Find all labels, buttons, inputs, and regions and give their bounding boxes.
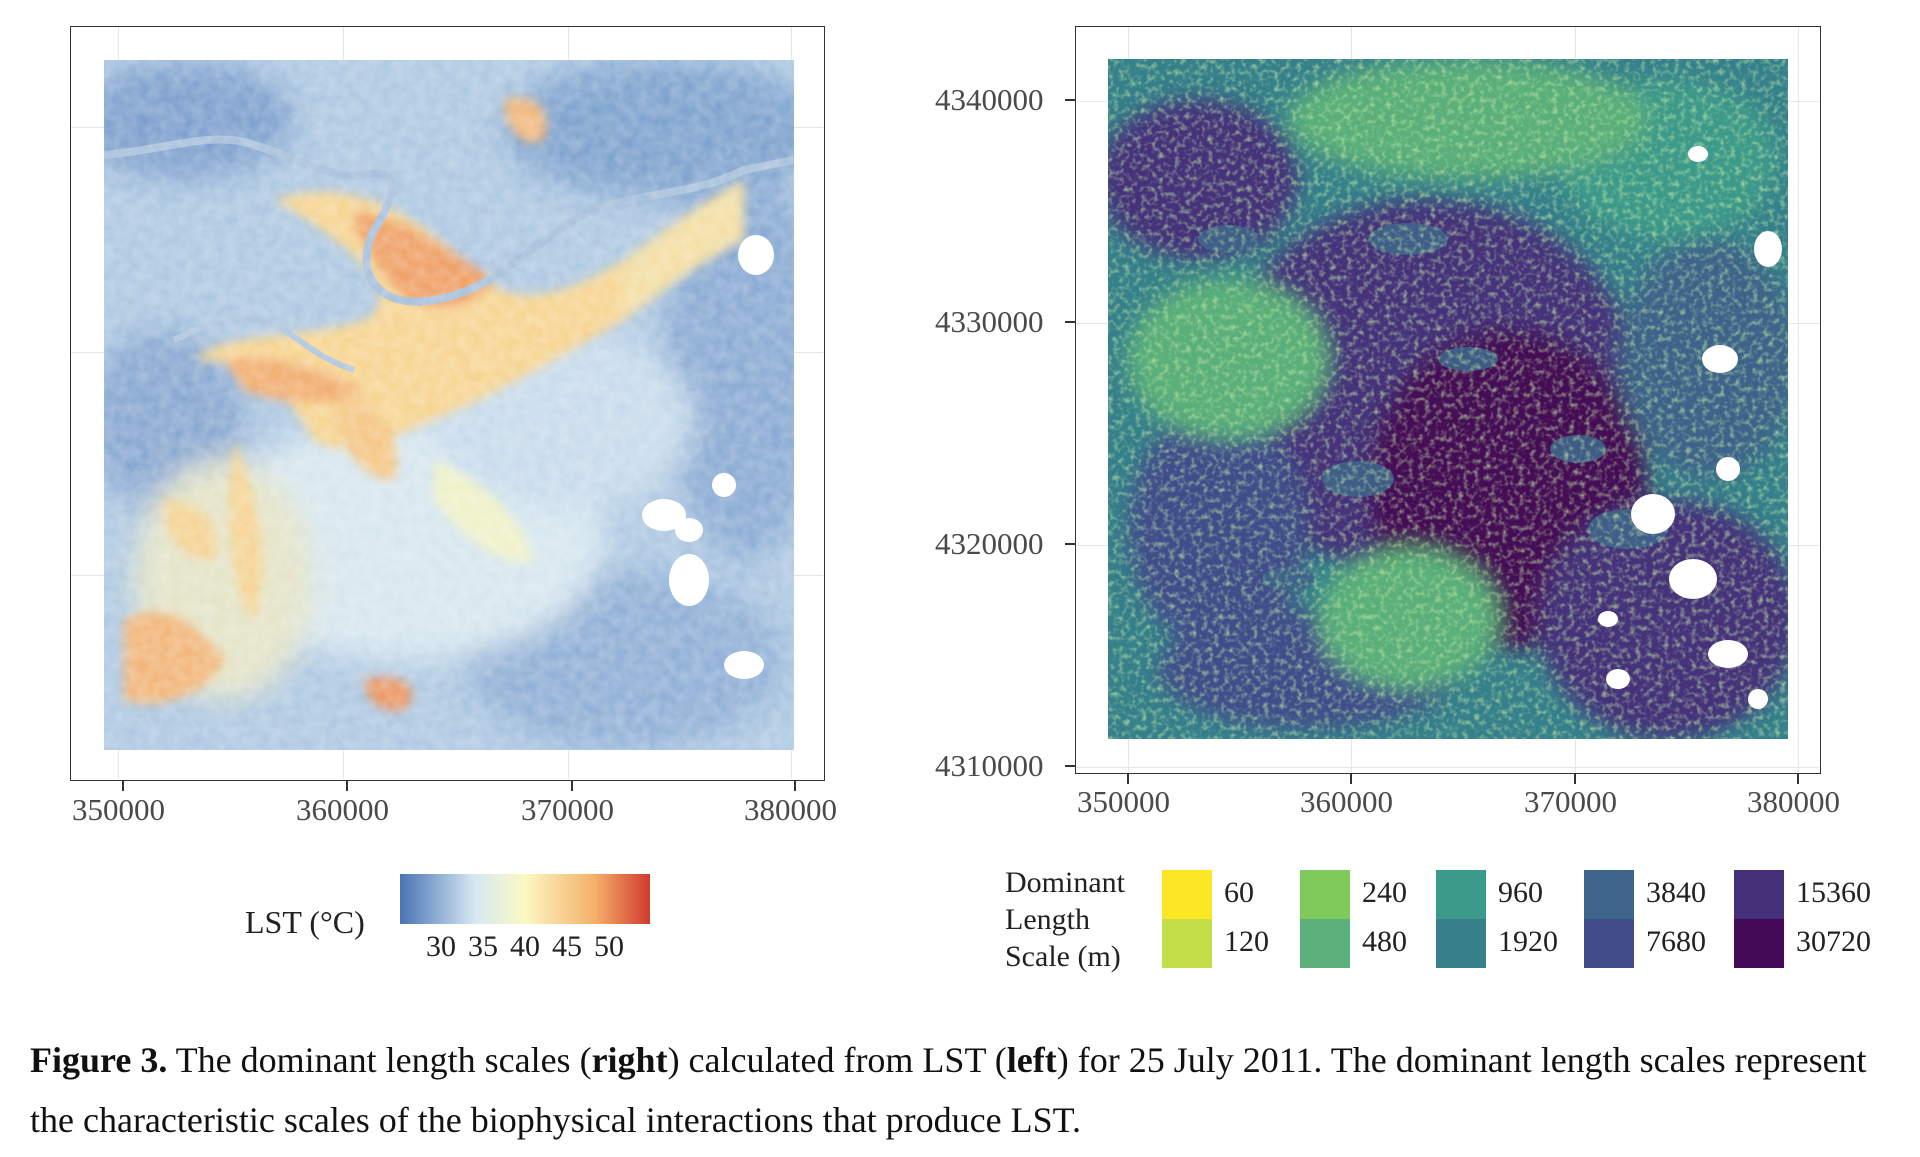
legend-swatch-15360 xyxy=(1734,870,1784,919)
legend-label-15360: 15360 xyxy=(1796,876,1871,909)
x-tick-label: 360000 xyxy=(296,792,389,827)
length-scale-legend-title: Dominant Length Scale (m) xyxy=(1005,866,1125,973)
x-tick-label: 370000 xyxy=(521,792,614,827)
figure-caption: Figure 3. The dominant length scales (ri… xyxy=(30,1040,1867,1140)
x-tick-label: 350000 xyxy=(72,792,165,827)
lst-map-panel: 350000 360000 370000 380000 xyxy=(0,0,860,840)
legend-label-7680: 7680 xyxy=(1646,925,1706,958)
x-tick-label: 380000 xyxy=(1747,784,1840,819)
lst-raster xyxy=(104,60,794,750)
legend-swatch-240 xyxy=(1300,870,1350,919)
length-scale-legend: Dominant Length Scale (m) 60 120 240 480 960… xyxy=(1000,860,1910,990)
legend-swatch-7680 xyxy=(1584,919,1634,968)
x-tick-label: 360000 xyxy=(1300,784,1393,819)
legend-label-960: 960 xyxy=(1498,876,1543,909)
legend-swatch-30720 xyxy=(1734,919,1784,968)
legend-swatch-960 xyxy=(1436,870,1486,919)
lst-tick-label: 30 xyxy=(426,930,456,963)
legend-swatch-3840 xyxy=(1584,870,1634,919)
y-tick-label: 4310000 xyxy=(935,748,1044,783)
legend-label-240: 240 xyxy=(1362,876,1407,909)
legend-label-480: 480 xyxy=(1362,925,1407,958)
figure-label: Figure 3. xyxy=(30,1040,168,1080)
lst-tick-label: 40 xyxy=(510,930,540,963)
x-tick-label: 350000 xyxy=(1077,784,1170,819)
length-scale-raster xyxy=(1108,59,1788,739)
legend-swatch-60 xyxy=(1162,870,1212,919)
length-scale-map-panel: 4340000 4330000 4320000 4310000 350000 3… xyxy=(935,26,1840,819)
length-scale-raster-svg xyxy=(1108,59,1788,739)
lst-tick-label: 50 xyxy=(594,930,624,963)
legend-label-3840: 3840 xyxy=(1646,876,1706,909)
lst-tick-label: 35 xyxy=(468,930,498,963)
legend-swatch-480 xyxy=(1300,919,1350,968)
legend-swatch-120 xyxy=(1162,919,1212,968)
legend-swatch-1920 xyxy=(1436,919,1486,968)
lst-colorbar xyxy=(400,874,650,924)
legend-label-30720: 30720 xyxy=(1796,925,1871,958)
y-tick-label: 4340000 xyxy=(935,82,1044,117)
lst-legend-title: LST (°C) xyxy=(245,904,365,940)
x-tick-label: 380000 xyxy=(744,792,837,827)
y-tick-label: 4330000 xyxy=(935,304,1044,339)
y-tick-label: 4320000 xyxy=(935,526,1044,561)
lst-tick-label: 45 xyxy=(552,930,582,963)
legend-label-120: 120 xyxy=(1224,925,1269,958)
legend-label-60: 60 xyxy=(1224,876,1254,909)
lst-raster-svg xyxy=(104,60,794,750)
legend-label-1920: 1920 xyxy=(1498,925,1558,958)
x-tick-label: 370000 xyxy=(1524,784,1617,819)
lst-legend: LST (°C) 30 35 40 45 50 xyxy=(240,868,660,978)
